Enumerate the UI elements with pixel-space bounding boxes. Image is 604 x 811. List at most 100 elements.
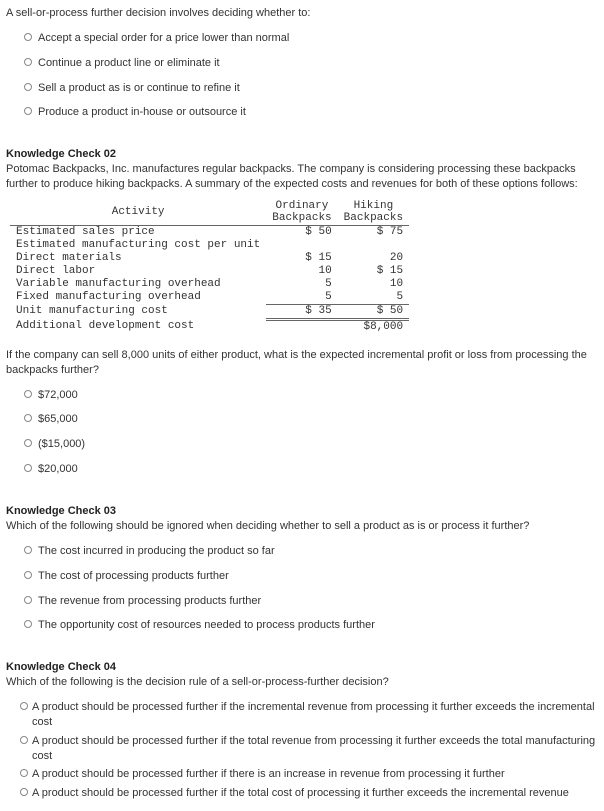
option[interactable]: The opportunity cost of resources needed… (24, 618, 598, 633)
radio-icon (24, 390, 32, 398)
row-label: Direct materials (10, 252, 266, 265)
table-row: Fixed manufacturing overhead55 (10, 291, 409, 305)
option-text: The cost incurred in producing the produ… (38, 544, 598, 559)
ordinary-value: 5 (266, 291, 337, 305)
table-row: Additional development cost $8,000 (10, 319, 409, 334)
option[interactable]: Produce a product in-house or outsource … (24, 105, 598, 120)
radio-icon (24, 83, 32, 91)
question-3: Knowledge Check 03 Which of the followin… (6, 505, 598, 633)
ordinary-value: 10 (266, 265, 337, 278)
question-heading: Knowledge Check 04 (6, 661, 598, 673)
ordinary-value (266, 319, 337, 334)
table-row: Direct materials$ 1520 (10, 252, 409, 265)
row-label: Fixed manufacturing overhead (10, 291, 266, 305)
table-row: Variable manufacturing overhead510 (10, 278, 409, 291)
radio-icon (24, 596, 32, 604)
hiking-value: $8,000 (338, 319, 409, 334)
question-intro: Potomac Backpacks, Inc. manufactures reg… (6, 162, 598, 192)
row-label: Additional development cost (10, 319, 266, 334)
radio-icon (20, 702, 28, 710)
col-ordinary: OrdinaryBackpacks (266, 200, 337, 226)
option[interactable]: Continue a product line or eliminate it (24, 56, 598, 71)
option-text: ($15,000) (38, 437, 598, 452)
ordinary-value (266, 239, 337, 252)
table-row: Unit manufacturing cost$ 35$ 50 (10, 304, 409, 319)
question-subprompt: If the company can sell 8,000 units of e… (6, 348, 598, 378)
hiking-value: 5 (338, 291, 409, 305)
radio-icon (24, 620, 32, 628)
radio-icon (20, 769, 28, 777)
option-text: The opportunity cost of resources needed… (38, 618, 598, 633)
cost-table: Activity OrdinaryBackpacks HikingBackpac… (10, 200, 409, 334)
option-text: The revenue from processing products fur… (38, 594, 598, 609)
question-1: A sell-or-process further decision invol… (6, 6, 598, 120)
row-label: Direct labor (10, 265, 266, 278)
option[interactable]: The cost incurred in producing the produ… (24, 544, 598, 559)
option[interactable]: $65,000 (24, 412, 598, 427)
option-text: A product should be processed further if… (32, 767, 598, 782)
radio-icon (20, 788, 28, 796)
option-text: Produce a product in-house or outsource … (38, 105, 598, 120)
row-label: Estimated sales price (10, 225, 266, 239)
radio-icon (24, 107, 32, 115)
radio-icon (20, 736, 28, 744)
option-text: The cost of processing products further (38, 569, 598, 584)
option[interactable]: $20,000 (24, 462, 598, 477)
option-list: The cost incurred in producing the produ… (6, 544, 598, 633)
col-activity: Activity (10, 200, 266, 226)
option-text: Accept a special order for a price lower… (38, 31, 598, 46)
question-4: Knowledge Check 04 Which of the followin… (6, 661, 598, 801)
hiking-value: $ 75 (338, 225, 409, 239)
option[interactable]: A product should be processed further if… (20, 786, 598, 801)
option[interactable]: The cost of processing products further (24, 569, 598, 584)
option-list: Accept a special order for a price lower… (6, 31, 598, 120)
radio-icon (24, 33, 32, 41)
option[interactable]: Sell a product as is or continue to refi… (24, 81, 598, 96)
option-text: $20,000 (38, 462, 598, 477)
question-heading: Knowledge Check 02 (6, 148, 598, 160)
option-text: A product should be processed further if… (32, 734, 598, 764)
option[interactable]: Accept a special order for a price lower… (24, 31, 598, 46)
option[interactable]: A product should be processed further if… (20, 734, 598, 764)
table-row: Direct labor10$ 15 (10, 265, 409, 278)
ordinary-value: $ 15 (266, 252, 337, 265)
option[interactable]: A product should be processed further if… (20, 767, 598, 782)
question-prompt: Which of the following is the decision r… (6, 675, 598, 690)
row-label: Variable manufacturing overhead (10, 278, 266, 291)
radio-icon (24, 546, 32, 554)
hiking-value (338, 239, 409, 252)
option-text: $65,000 (38, 412, 598, 427)
hiking-value: 20 (338, 252, 409, 265)
hiking-value: $ 50 (338, 304, 409, 319)
question-prompt: A sell-or-process further decision invol… (6, 6, 598, 21)
radio-icon (24, 58, 32, 66)
option[interactable]: ($15,000) (24, 437, 598, 452)
radio-icon (24, 439, 32, 447)
radio-icon (24, 414, 32, 422)
ordinary-value: 5 (266, 278, 337, 291)
question-2: Knowledge Check 02 Potomac Backpacks, In… (6, 148, 598, 477)
option-text: Sell a product as is or continue to refi… (38, 81, 598, 96)
ordinary-value: $ 50 (266, 225, 337, 239)
ordinary-value: $ 35 (266, 304, 337, 319)
question-prompt: Which of the following should be ignored… (6, 519, 598, 534)
radio-icon (24, 464, 32, 472)
hiking-value: 10 (338, 278, 409, 291)
row-label: Unit manufacturing cost (10, 304, 266, 319)
row-label: Estimated manufacturing cost per unit (10, 239, 266, 252)
radio-icon (24, 571, 32, 579)
option-text: Continue a product line or eliminate it (38, 56, 598, 71)
option-list: A product should be processed further if… (6, 700, 598, 801)
option-text: A product should be processed further if… (32, 786, 598, 801)
option[interactable]: The revenue from processing products fur… (24, 594, 598, 609)
option[interactable]: A product should be processed further if… (20, 700, 598, 730)
table-row: Estimated sales price$ 50$ 75 (10, 225, 409, 239)
col-hiking: HikingBackpacks (338, 200, 409, 226)
hiking-value: $ 15 (338, 265, 409, 278)
option-list: $72,000 $65,000 ($15,000) $20,000 (6, 388, 598, 477)
option-text: A product should be processed further if… (32, 700, 598, 730)
option[interactable]: $72,000 (24, 388, 598, 403)
option-text: $72,000 (38, 388, 598, 403)
question-heading: Knowledge Check 03 (6, 505, 598, 517)
table-row: Estimated manufacturing cost per unit (10, 239, 409, 252)
